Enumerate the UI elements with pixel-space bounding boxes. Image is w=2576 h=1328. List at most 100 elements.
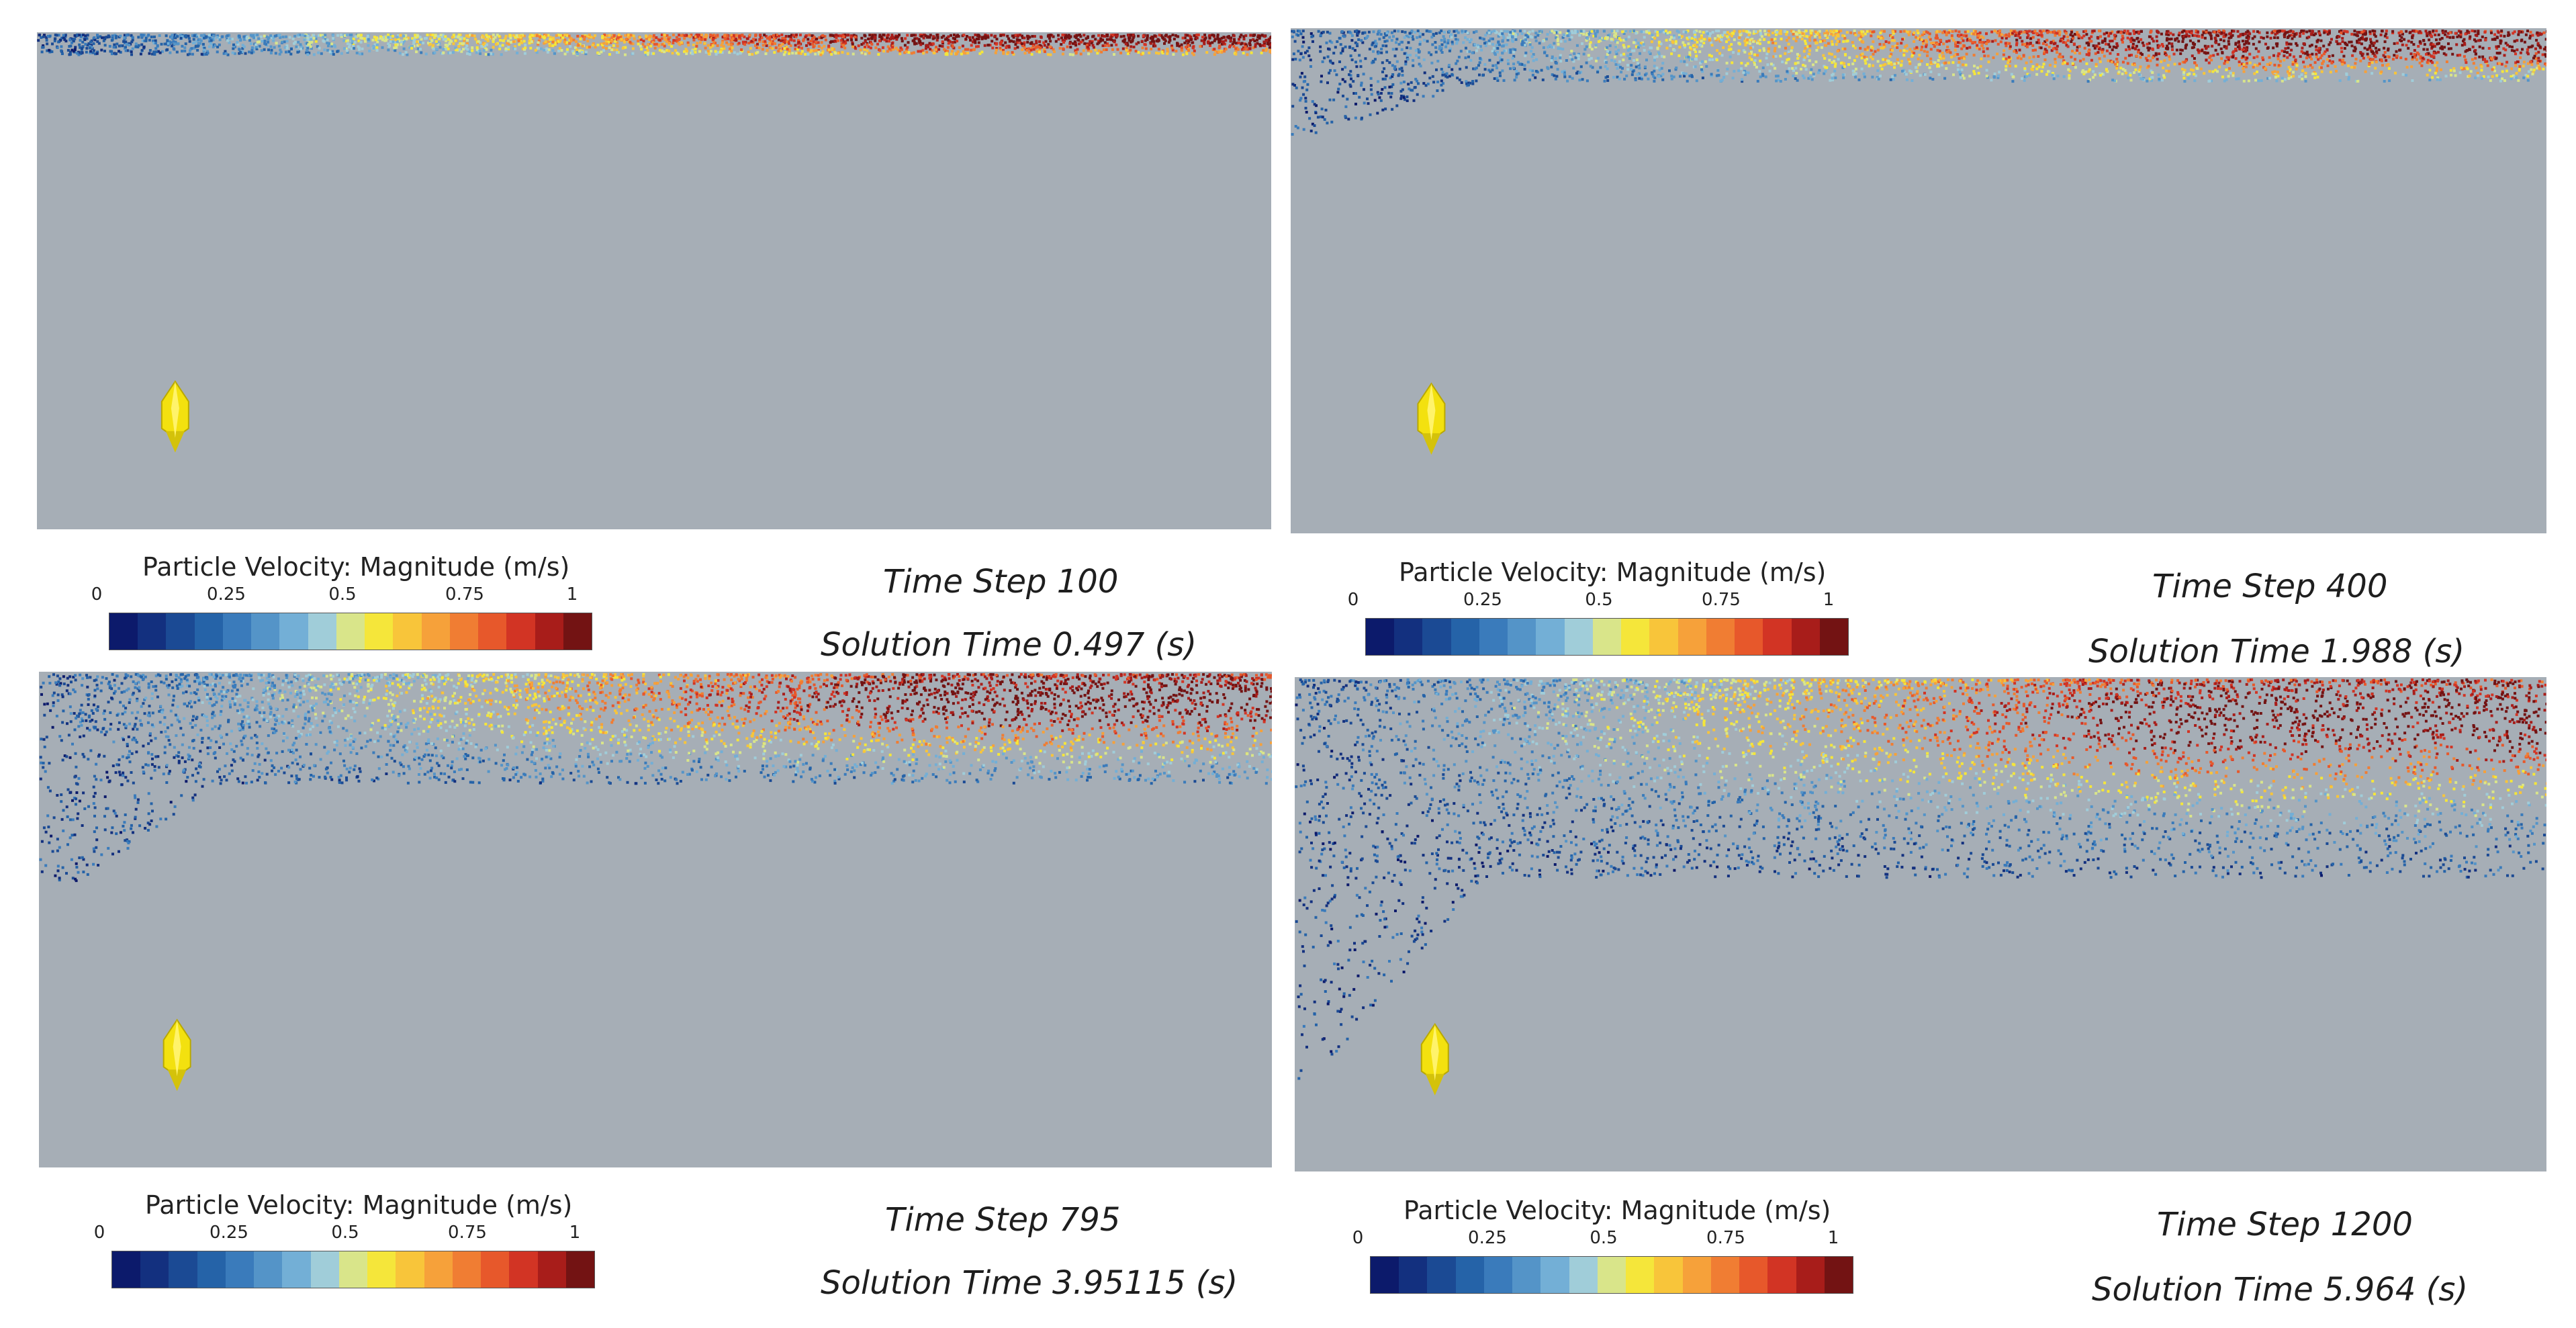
particle <box>781 43 784 46</box>
particle <box>880 37 883 40</box>
particle <box>2240 56 2244 59</box>
particle <box>1344 45 1347 48</box>
particle <box>2234 49 2238 52</box>
particle <box>2420 59 2424 62</box>
particle <box>1087 35 1089 38</box>
particle <box>1653 56 1657 59</box>
particle <box>717 51 720 54</box>
particle <box>1379 99 1383 102</box>
particle <box>2276 32 2279 35</box>
particle <box>1425 30 1428 32</box>
particle <box>617 34 620 36</box>
particle <box>1069 35 1072 38</box>
particle <box>318 46 321 50</box>
particle <box>2301 46 2304 50</box>
particle <box>2206 51 2209 54</box>
particle <box>2273 63 2276 67</box>
particle <box>668 36 672 39</box>
particle <box>1403 52 1406 55</box>
particle <box>1328 98 1332 101</box>
particle <box>1407 41 1410 44</box>
particle <box>1265 39 1269 42</box>
particle <box>844 42 847 45</box>
particle <box>431 34 434 37</box>
particle <box>1249 39 1252 42</box>
particle <box>719 50 722 54</box>
particle <box>1731 77 1735 80</box>
particle <box>668 42 671 45</box>
particle <box>1049 40 1052 43</box>
particle <box>2203 36 2207 40</box>
particle <box>429 34 432 36</box>
particle <box>343 34 347 37</box>
particle <box>1252 46 1255 50</box>
particle <box>1438 31 1441 34</box>
particle <box>842 44 845 47</box>
particle <box>1786 30 1789 34</box>
particle <box>91 51 95 54</box>
particle <box>209 42 212 45</box>
particle <box>2304 71 2307 75</box>
particle <box>2133 63 2136 67</box>
particle <box>1773 50 1776 52</box>
particle <box>1747 33 1751 36</box>
particle <box>529 37 533 40</box>
particle <box>2338 79 2342 82</box>
particle <box>2371 58 2375 61</box>
particle <box>1325 41 1328 44</box>
particle <box>514 45 517 48</box>
particle <box>148 38 151 42</box>
particle <box>2474 40 2477 43</box>
particle <box>467 50 471 53</box>
particle <box>1168 39 1172 42</box>
particle <box>1338 83 1342 86</box>
particle <box>1834 62 1837 66</box>
particle <box>2166 44 2169 48</box>
particle <box>1331 62 1334 65</box>
particle <box>168 42 171 45</box>
particle <box>1678 34 1681 37</box>
particle <box>2155 35 2158 38</box>
particle <box>2134 68 2137 71</box>
particle <box>1301 36 1305 39</box>
particle <box>1868 64 1871 68</box>
particle <box>1176 42 1179 45</box>
particle <box>1291 58 1295 61</box>
particle <box>1061 39 1064 42</box>
particle <box>1216 34 1220 37</box>
particle <box>1052 48 1055 51</box>
particle <box>1859 53 1863 56</box>
particle <box>2372 52 2375 55</box>
particle <box>2110 60 2113 64</box>
particle <box>1166 50 1169 53</box>
particle <box>2042 30 2045 32</box>
particle <box>1023 41 1026 44</box>
particle <box>1800 67 1802 71</box>
particle <box>614 40 617 43</box>
particle <box>174 40 177 44</box>
particle <box>130 40 134 44</box>
particle <box>330 44 333 48</box>
particle <box>166 40 169 43</box>
particle <box>1355 65 1359 69</box>
particle <box>1578 34 1581 37</box>
particle <box>1440 83 1443 87</box>
particle <box>639 44 642 48</box>
particle <box>2538 66 2541 69</box>
particle <box>1062 47 1065 50</box>
particle <box>420 51 423 54</box>
particle <box>2479 38 2482 42</box>
legend-tick: 0.5 <box>328 584 357 605</box>
particle <box>831 47 834 50</box>
particle <box>2448 36 2452 39</box>
particle <box>986 34 989 38</box>
particle <box>704 38 707 41</box>
particle <box>1908 60 1911 64</box>
particle <box>868 34 872 37</box>
particle <box>543 42 546 45</box>
particle <box>1622 52 1626 56</box>
particle <box>1329 60 1332 64</box>
particle <box>890 36 893 39</box>
particle <box>2242 46 2246 50</box>
particle <box>966 51 970 54</box>
